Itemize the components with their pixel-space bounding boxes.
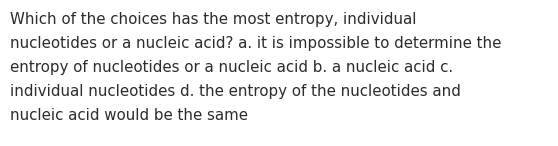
Text: nucleotides or a nucleic acid? a. it is impossible to determine the: nucleotides or a nucleic acid? a. it is … bbox=[10, 36, 502, 51]
Text: Which of the choices has the most entropy, individual: Which of the choices has the most entrop… bbox=[10, 12, 416, 27]
Text: individual nucleotides d. the entropy of the nucleotides and: individual nucleotides d. the entropy of… bbox=[10, 84, 461, 99]
Text: entropy of nucleotides or a nucleic acid b. a nucleic acid c.: entropy of nucleotides or a nucleic acid… bbox=[10, 60, 453, 75]
Text: nucleic acid would be the same: nucleic acid would be the same bbox=[10, 108, 248, 123]
